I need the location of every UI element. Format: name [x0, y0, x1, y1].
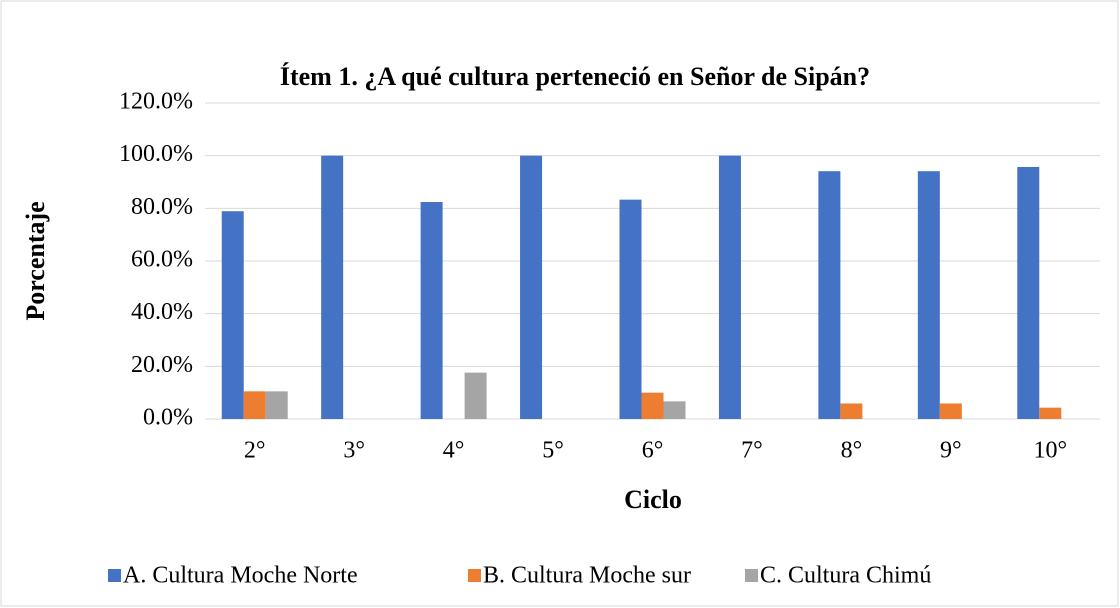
legend-swatch [108, 569, 121, 582]
bar [718, 155, 741, 419]
x-tick-label: 7° [741, 438, 763, 464]
bar [464, 372, 487, 419]
bar [1039, 407, 1062, 419]
bar [1017, 166, 1040, 419]
bar [520, 155, 543, 419]
chart-title: Ítem 1. ¿A qué cultura perteneció en Señ… [280, 62, 870, 91]
x-tick-label: 3° [343, 438, 365, 464]
bar [321, 155, 344, 419]
legend-label: B. Cultura Moche sur [483, 563, 691, 589]
bar [663, 401, 686, 419]
y-tick-label: 80.0% [131, 194, 193, 220]
y-axis-label: Porcentaje [21, 201, 50, 320]
x-tick-label: 9° [940, 438, 962, 464]
bar [917, 171, 940, 419]
x-tick-label: 2° [244, 438, 266, 464]
bar [939, 403, 962, 419]
legend-label: A. Cultura Moche Norte [123, 563, 358, 589]
y-tick-label: 100.0% [119, 141, 193, 167]
x-tick-label: 4° [443, 438, 465, 464]
y-tick-label: 0.0% [143, 405, 193, 431]
x-axis-label: Ciclo [624, 485, 682, 514]
x-tick-label: 10° [1033, 438, 1067, 464]
x-tick-label: 5° [542, 438, 564, 464]
y-tick-label: 40.0% [131, 299, 193, 325]
bar [818, 171, 841, 419]
y-tick-label: 120.0% [119, 89, 193, 115]
bar [641, 392, 664, 419]
legend-label: C. Cultura Chimú [760, 563, 931, 589]
bar [243, 391, 266, 419]
x-tick-label: 6° [642, 438, 664, 464]
bar [420, 202, 443, 419]
bar [619, 199, 642, 419]
bar [840, 403, 863, 419]
legend-swatch [745, 569, 758, 582]
y-tick-label: 20.0% [131, 352, 193, 378]
bar [265, 391, 288, 419]
legend-swatch [468, 569, 481, 582]
x-tick-label: 8° [841, 438, 863, 464]
bar [221, 211, 244, 419]
y-tick-label: 60.0% [131, 247, 193, 273]
